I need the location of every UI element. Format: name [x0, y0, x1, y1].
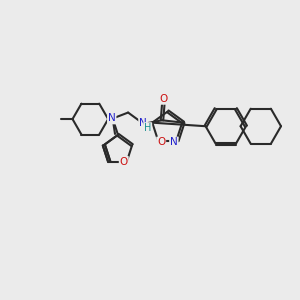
Text: O: O: [120, 157, 128, 167]
Text: N: N: [170, 137, 178, 147]
Text: O: O: [157, 137, 165, 147]
Text: N: N: [108, 113, 116, 124]
Text: N: N: [139, 118, 147, 128]
Text: O: O: [159, 94, 168, 104]
Text: H: H: [144, 123, 152, 133]
